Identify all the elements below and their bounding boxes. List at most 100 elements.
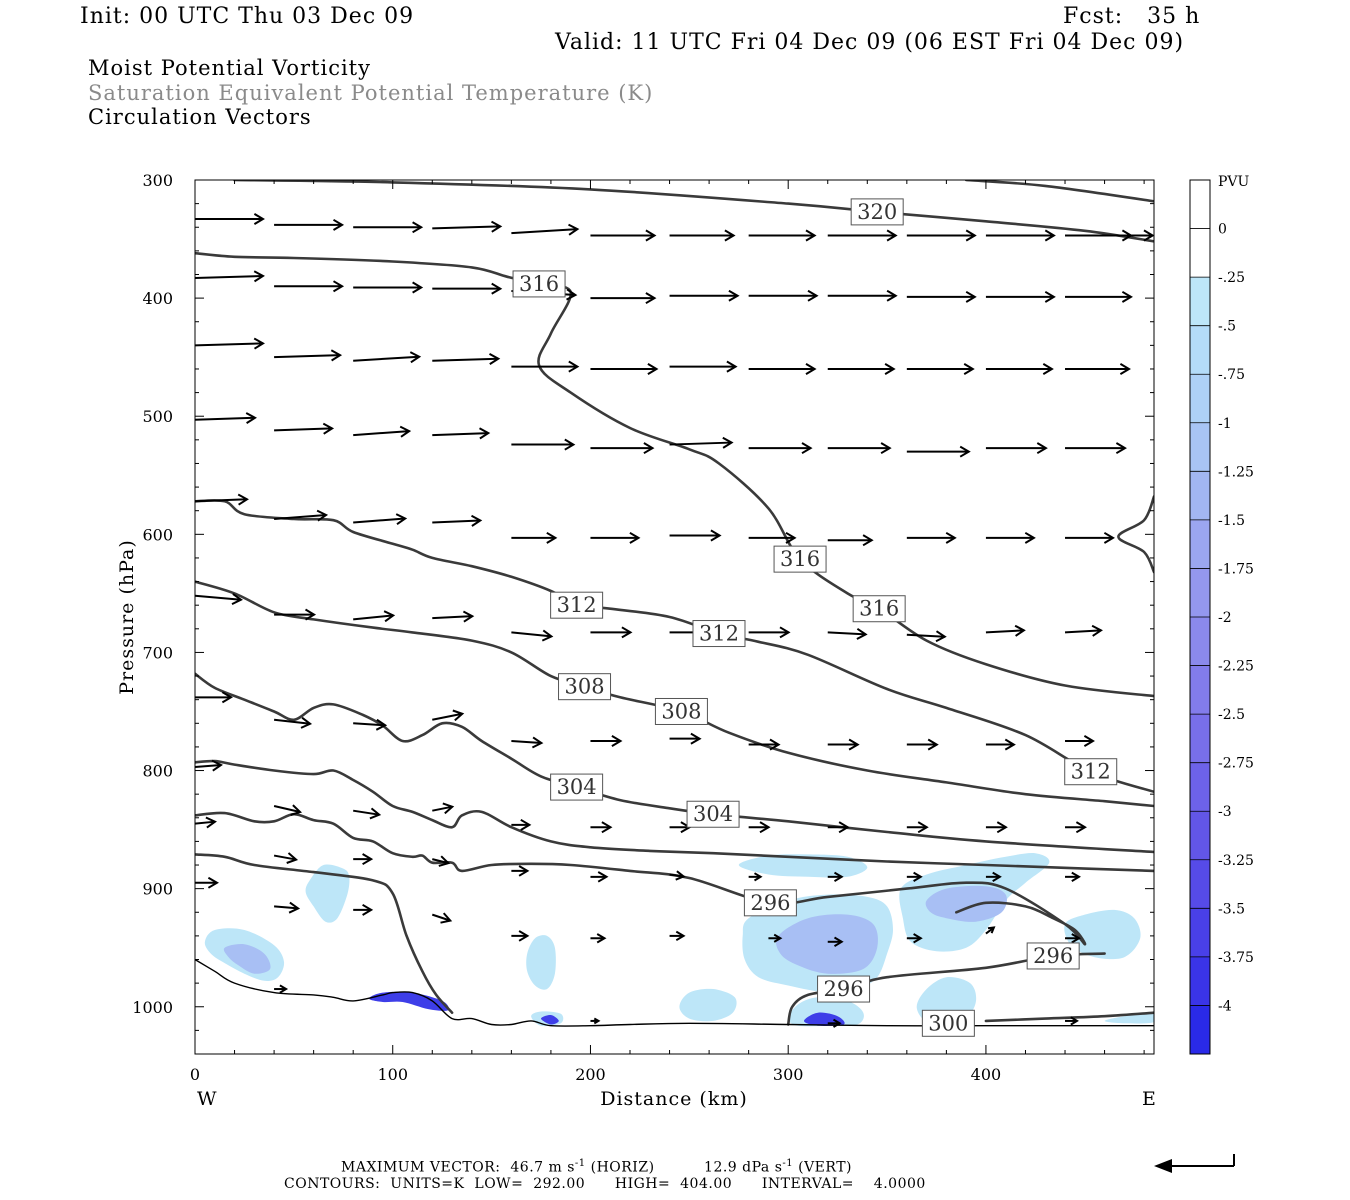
circulation-vector-51: [353, 513, 408, 526]
circulation-vector-13: [195, 270, 265, 283]
circulation-vector-76: [432, 709, 465, 722]
circulation-vector-92: [748, 821, 771, 834]
x-axis-east-label: E: [1142, 1088, 1156, 1110]
circulation-vector-23: [985, 290, 1056, 303]
circulation-vector-49: [195, 493, 249, 506]
pv-shaded-region-14: [369, 991, 449, 1011]
circulation-vector-105: [827, 871, 844, 882]
circulation-vector-2: [353, 221, 424, 234]
x-tick-label-1: 100: [377, 1065, 408, 1084]
colorbar-swatch-8: [1190, 568, 1210, 618]
pv-shaded-region-6: [776, 914, 878, 974]
circulation-vector-9: [906, 229, 977, 242]
circulation-vector-19: [669, 289, 740, 302]
circulation-vector-68: [748, 626, 791, 639]
circulation-vector-10: [985, 229, 1056, 242]
circulation-vector-94: [906, 821, 929, 834]
circulation-vector-101: [511, 865, 530, 877]
colorbar-swatch-5: [1190, 422, 1210, 472]
x-tick-label-2: 200: [575, 1065, 606, 1084]
circulation-vector-98: [273, 852, 299, 864]
circulation-vector-113: [511, 930, 530, 942]
circulation-vector-79: [669, 732, 702, 745]
colorbar-swatch-10: [1190, 665, 1210, 715]
circulation-vector-54: [590, 531, 641, 544]
circulation-vector-111: [353, 903, 374, 916]
colorbar-label-9: -2.25: [1218, 659, 1254, 675]
circulation-vector-107: [985, 871, 1002, 882]
circulation-vector-96: [1065, 821, 1087, 834]
circulation-vector-20: [748, 289, 819, 302]
circulation-vector-27: [353, 351, 422, 364]
svg-text:304: 304: [693, 802, 733, 826]
pv-shaded-region-0: [305, 864, 350, 923]
circulation-vector-15: [353, 281, 424, 294]
colorbar-label-4: -1: [1218, 416, 1232, 432]
colorbar-unit-label: PVU: [1218, 174, 1250, 190]
circulation-vector-55: [669, 529, 722, 542]
circulation-vector-103: [669, 870, 686, 881]
colorbar-label-5: -1.25: [1218, 464, 1254, 480]
circulation-vector-84: [1065, 735, 1095, 747]
colorbar-swatch-17: [1190, 1005, 1210, 1055]
circulation-vector-104: [748, 872, 763, 882]
circulation-vector-81: [827, 738, 860, 751]
circulation-vector-37: [195, 412, 257, 424]
contour-label-316-2: 316: [773, 545, 827, 573]
circulation-vector-61: [195, 593, 243, 605]
circulation-vector-57: [827, 534, 874, 547]
init-time: Init: 00 UTC Thu 03 Dec 09: [80, 4, 415, 29]
circulation-vector-52: [432, 514, 483, 527]
circulation-vector-30: [590, 363, 659, 375]
theta-e-contour-316-3: [1117, 495, 1154, 574]
colorbar-swatch-14: [1190, 859, 1210, 909]
svg-text:296: 296: [824, 977, 864, 1001]
circulation-vector-110: [274, 901, 301, 914]
max-vector-text: MAXIMUM VECTOR: 46.7 m s-1 (HORIZ) 12.9 …: [341, 1158, 852, 1176]
circulation-vector-5: [590, 229, 657, 242]
colorbar-label-16: -4: [1218, 998, 1232, 1014]
colorbar-label-13: -3.25: [1218, 853, 1254, 869]
svg-text:312: 312: [699, 622, 739, 646]
circulation-vector-83: [985, 738, 1016, 751]
theta-e-contour-312-4: [195, 499, 1154, 794]
circulation-vector-16: [432, 282, 503, 295]
svg-text:316: 316: [519, 272, 559, 296]
pv-shading-layer: [204, 852, 1154, 1027]
pv-shaded-region-16: [541, 1014, 559, 1025]
colorbar-label-6: -1.5: [1218, 513, 1245, 529]
circulation-vector-48: [1065, 442, 1127, 455]
circulation-vector-73: [195, 691, 233, 704]
circulation-vector-102: [590, 871, 609, 883]
circulation-vector-44: [748, 442, 813, 455]
circulation-vector-26: [274, 349, 343, 362]
contour-label-296-11: 296: [743, 889, 797, 917]
colorbar-swatch-6: [1190, 471, 1210, 521]
circulation-vector-116: [768, 933, 783, 943]
circulation-vector-60: [1065, 531, 1115, 544]
circulation-vector-85: [195, 759, 223, 772]
circulation-vector-46: [906, 445, 971, 458]
colorbar-label-11: -2.75: [1218, 756, 1254, 772]
circulation-vector-122: [590, 1017, 601, 1025]
colorbar-swatch-16: [1190, 956, 1210, 1006]
circulation-vector-56: [748, 531, 797, 544]
contour-label-316-3: 316: [852, 595, 906, 623]
svg-text:308: 308: [661, 699, 701, 723]
circulation-vector-62: [274, 608, 317, 621]
terrain-surface-line: [195, 958, 1154, 1027]
circulation-vector-74: [273, 716, 313, 729]
reference-vector-icon: [1154, 1154, 1235, 1173]
y-tick-label-0: 300: [142, 171, 173, 190]
theta-e-contour-320-1: [964, 180, 1154, 203]
y-tick-label-3: 600: [142, 525, 173, 544]
y-tick-label-4: 700: [142, 643, 173, 662]
circulation-vector-21: [827, 289, 898, 302]
circulation-vector-87: [353, 807, 382, 820]
circulation-vector-53: [511, 531, 558, 544]
circulation-vector-123: [827, 1018, 842, 1028]
circulation-vector-93: [827, 821, 850, 834]
colorbar-swatch-7: [1190, 519, 1210, 569]
theta-e-contour-304-7: [195, 759, 1154, 873]
svg-text:316: 316: [859, 597, 899, 621]
